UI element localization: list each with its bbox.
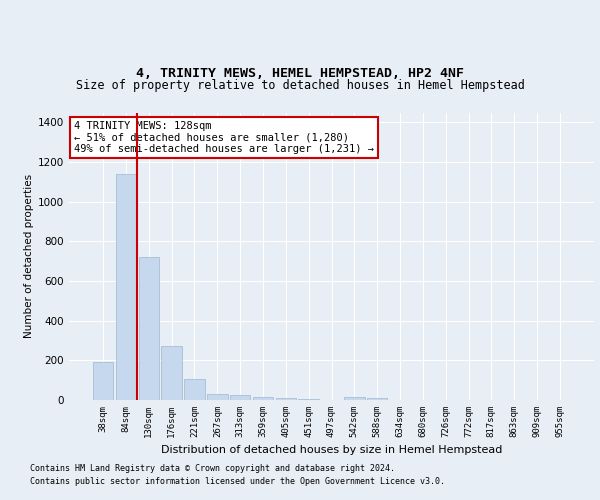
Y-axis label: Number of detached properties: Number of detached properties xyxy=(24,174,34,338)
Bar xyxy=(253,397,273,400)
Text: 4 TRINITY MEWS: 128sqm
← 51% of detached houses are smaller (1,280)
49% of semi-: 4 TRINITY MEWS: 128sqm ← 51% of detached… xyxy=(74,121,374,154)
Bar xyxy=(116,174,136,400)
Bar xyxy=(184,379,205,400)
Bar xyxy=(344,397,365,400)
Bar xyxy=(139,257,159,400)
Bar xyxy=(298,399,319,400)
Text: 4, TRINITY MEWS, HEMEL HEMPSTEAD, HP2 4NF: 4, TRINITY MEWS, HEMEL HEMPSTEAD, HP2 4N… xyxy=(136,67,464,80)
Bar xyxy=(161,346,182,400)
Bar xyxy=(275,398,296,400)
Text: Size of property relative to detached houses in Hemel Hempstead: Size of property relative to detached ho… xyxy=(76,80,524,92)
Text: Contains HM Land Registry data © Crown copyright and database right 2024.: Contains HM Land Registry data © Crown c… xyxy=(30,464,395,473)
Bar xyxy=(207,394,227,400)
X-axis label: Distribution of detached houses by size in Hemel Hempstead: Distribution of detached houses by size … xyxy=(161,446,502,456)
Bar xyxy=(367,398,388,400)
Text: Contains public sector information licensed under the Open Government Licence v3: Contains public sector information licen… xyxy=(30,477,445,486)
Bar xyxy=(230,395,250,400)
Bar xyxy=(93,362,113,400)
